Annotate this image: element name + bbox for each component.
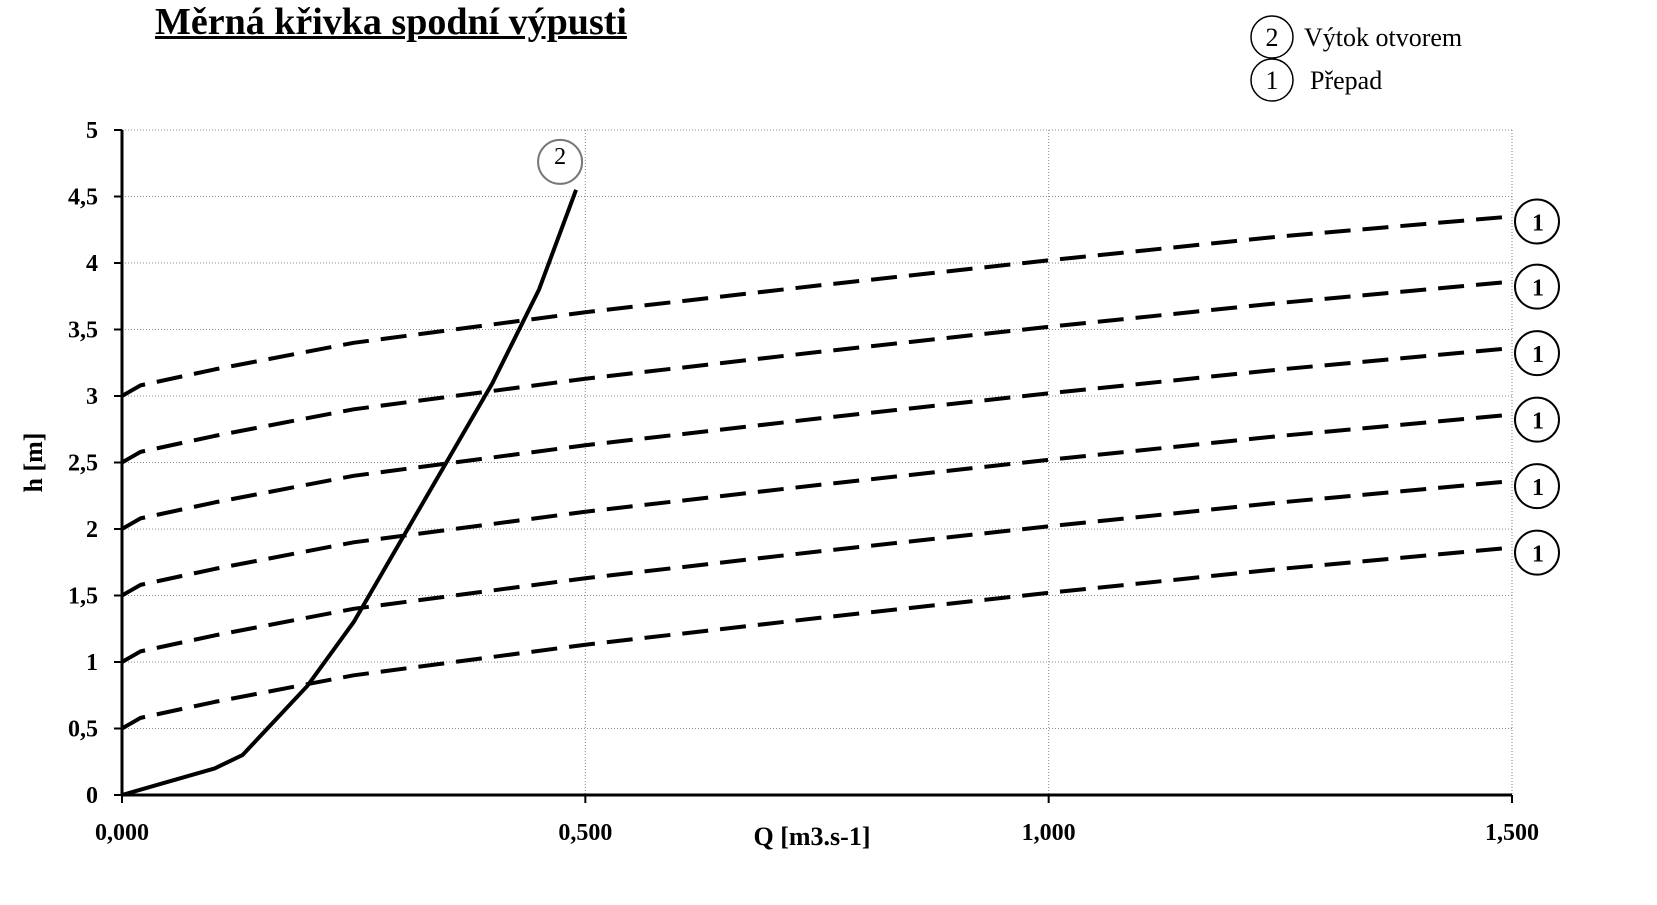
curve-marker-label: 1 bbox=[1532, 210, 1544, 236]
curve-marker-label: 1 bbox=[1532, 409, 1544, 435]
y-tick-label: 1 bbox=[86, 650, 98, 676]
legend: 2 Výtok otvorem 1 Přepad bbox=[1250, 15, 1462, 102]
y-tick-label: 1,5 bbox=[68, 584, 98, 610]
legend-marker-circle bbox=[1250, 15, 1294, 59]
x-axis-label: Q [m3.s-1] bbox=[754, 822, 871, 851]
legend-entry-label: Výtok otvorem bbox=[1304, 23, 1462, 52]
y-tick-label: 3 bbox=[86, 384, 98, 410]
overflow-curve bbox=[121, 279, 1513, 465]
series-layer: 2 1 1 1 1 1 1 bbox=[121, 138, 1560, 797]
curve-marker-circle bbox=[1514, 198, 1560, 245]
curve-marker-label: 1 bbox=[1532, 342, 1544, 368]
overflow-curve bbox=[121, 412, 1513, 598]
y-tick-label: 2 bbox=[86, 517, 98, 543]
curve-marker-circle bbox=[1514, 263, 1560, 310]
y-axis-label: h [m] bbox=[19, 433, 48, 493]
overflow-curve bbox=[121, 346, 1513, 531]
y-tick-label: 5 bbox=[86, 118, 98, 144]
y-tick-label: 4 bbox=[86, 251, 98, 277]
overflow-curve bbox=[121, 214, 1513, 398]
orifice-curve bbox=[121, 189, 578, 797]
legend-entry-label: Přepad bbox=[1310, 66, 1382, 95]
curve-marker-circle bbox=[1514, 529, 1560, 576]
y-tick-label: 3,5 bbox=[68, 318, 98, 344]
y-tick-label: 2,5 bbox=[68, 451, 98, 477]
grid-layer bbox=[122, 129, 1513, 795]
x-tick-label: 0,000 bbox=[95, 820, 149, 846]
y-tick-label: 4,5 bbox=[68, 185, 98, 211]
curve-marker-label: 2 bbox=[554, 144, 566, 170]
x-tick-label: 1,500 bbox=[1485, 820, 1539, 846]
x-tick-label: 1,000 bbox=[1022, 820, 1076, 846]
y-tick-label: 0,5 bbox=[68, 717, 98, 743]
axes-layer bbox=[114, 129, 1513, 803]
overflow-curve bbox=[121, 545, 1513, 731]
curve-marker-label: 1 bbox=[1532, 542, 1544, 568]
curve-marker-label: 1 bbox=[1532, 276, 1544, 302]
x-tick-label: 0,500 bbox=[558, 820, 612, 846]
legend-marker-label: 1 bbox=[1266, 66, 1279, 95]
chart-title: Měrná křivka spodní výpusti bbox=[155, 1, 627, 43]
overflow-curve bbox=[121, 479, 1513, 664]
legend-marker-label: 2 bbox=[1266, 23, 1279, 52]
y-tick-label: 0 bbox=[86, 783, 98, 809]
labels-layer: 0 0,5 1 1,5 2 2,5 3 3,5 4 4,5 5 0,000 0,500 1,000 1,50… bbox=[19, 118, 1539, 851]
curve-marker-circle bbox=[1514, 463, 1560, 510]
curve-marker-circle bbox=[1514, 396, 1560, 443]
curve-marker-label: 1 bbox=[1532, 475, 1544, 501]
curve-marker-circle bbox=[1514, 330, 1560, 377]
legend-marker-circle bbox=[1250, 58, 1294, 102]
curve-marker-circle bbox=[537, 138, 584, 185]
